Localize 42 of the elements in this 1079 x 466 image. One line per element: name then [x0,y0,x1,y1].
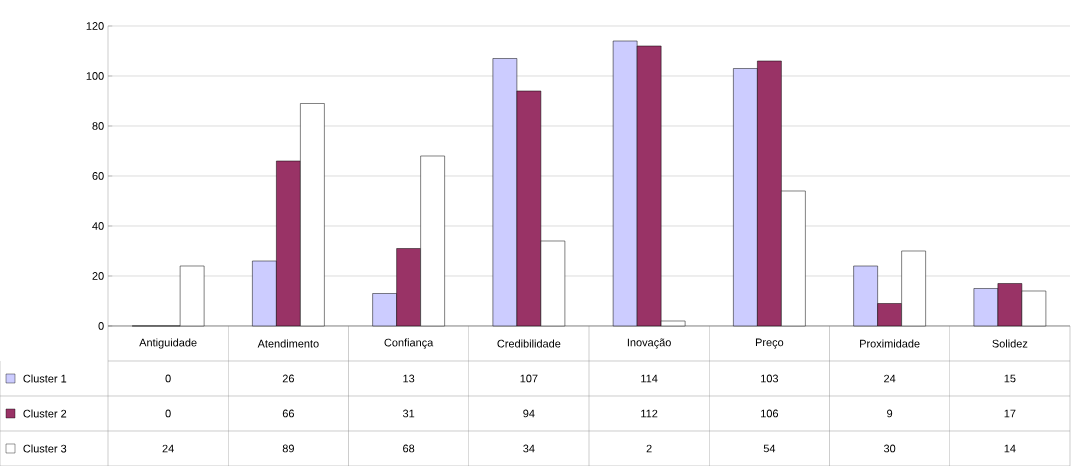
data-label: 106 [761,409,779,418]
data-label: 94 [523,409,535,418]
data-label: 0 [165,374,171,383]
data-label: 107 [520,374,538,383]
x-tick-label: Credibilidade [497,339,561,348]
y-tick-label: 120 [86,22,104,30]
legend-label: Cluster 1 [23,374,67,383]
x-tick-label: Confiança [384,338,434,349]
x-tick-label: Antiguidade [139,338,197,349]
data-label: 112 [641,409,658,418]
data-label: 66 [282,409,294,418]
legend-label: Cluster 2 [23,409,67,418]
data-label: 24 [884,374,896,383]
data-label: 14 [1004,444,1016,453]
data-label: 114 [641,374,658,383]
y-tick-label: 40 [92,222,104,230]
x-tick-label: Preço [755,338,784,349]
data-label: 15 [1004,374,1016,383]
x-tick-label: Inovação [627,338,671,349]
data-label: 89 [282,444,294,453]
data-label: 0 [165,409,171,418]
data-label: 24 [162,444,174,453]
data-label: 103 [761,374,779,383]
x-tick-label: Solidez [992,339,1028,348]
data-label: 30 [883,444,896,453]
data-label: 9 [887,409,893,418]
data-label: 54 [763,444,776,453]
data-label: 13 [403,374,415,383]
data-label: 2 [646,444,652,453]
x-tick-label: Proximidade [860,339,920,348]
data-label: 17 [1004,409,1016,418]
data-label: 31 [402,409,415,418]
y-tick-label: 60 [92,172,104,180]
data-label: 34 [523,444,535,453]
x-tick-label: Atendimento [257,339,319,348]
data-label: 68 [403,444,415,453]
legend-label: Cluster 3 [23,444,67,453]
y-tick-label: 0 [98,322,104,330]
y-tick-label: 80 [92,122,104,130]
y-tick-label: 100 [86,72,104,80]
data-label: 26 [282,374,294,383]
y-tick-label: 20 [92,272,104,280]
